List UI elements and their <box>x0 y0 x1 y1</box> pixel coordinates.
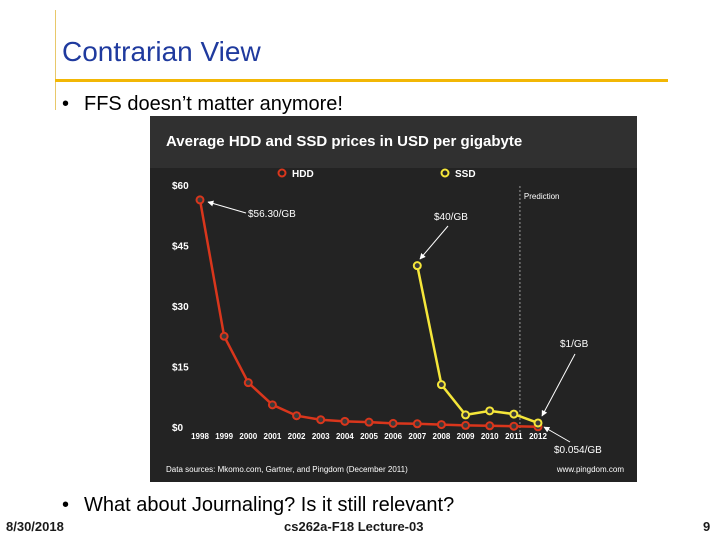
chart-title-band <box>150 116 637 168</box>
bullet-journaling-text: What about Journaling? Is it still relev… <box>84 494 455 516</box>
price-chart-svg: Average HDD and SSD prices in USD per gi… <box>150 116 637 474</box>
data-point-ssd <box>533 418 543 428</box>
x-axis-ticks: 1998 1999 2000 2001 2002 2003 2004 2005 2006 2007… <box>191 432 547 441</box>
x-tick-label: 2002 <box>288 432 306 441</box>
chart-annotations: $56.30/GB $40/GB $1/GB $0.054/GB <box>207 200 602 456</box>
annotation-hdd-2012: $0.054/GB <box>554 445 602 456</box>
y-axis-ticks: $0 $15 $30 $45 $60 <box>172 181 189 434</box>
x-tick-label: 2010 <box>481 432 499 441</box>
x-tick-label: 1999 <box>215 432 233 441</box>
x-tick-label: 2006 <box>384 432 402 441</box>
legend-label-hdd: HDD <box>292 169 314 180</box>
arrow-ssd-2007 <box>419 225 449 260</box>
data-point-hdd <box>461 420 471 430</box>
legend-marker-ssd <box>440 168 450 178</box>
x-tick-label: 2012 <box>529 432 547 441</box>
prediction-label: Prediction <box>524 192 560 201</box>
title-accent-vline <box>55 10 56 110</box>
chart-title: Average HDD and SSD prices in USD per gi… <box>166 133 522 150</box>
data-point-hdd <box>485 421 495 431</box>
data-point-hdd <box>509 421 519 431</box>
data-point-ssd <box>412 261 422 271</box>
legend-marker-hdd <box>277 168 287 178</box>
bullet-journaling: • What about Journaling? Is it still rele… <box>62 494 454 517</box>
data-point-ssd <box>509 409 519 419</box>
bullet-dot: • <box>62 494 70 516</box>
arrow-hdd-2012 <box>543 426 571 443</box>
data-point-hdd <box>243 378 253 388</box>
x-tick-label: 2011 <box>505 432 523 441</box>
arrow-ssd-1gb <box>541 353 576 417</box>
y-tick-label: $30 <box>172 302 189 313</box>
x-tick-label: 2009 <box>457 432 475 441</box>
annotation-ssd-1gb: $1/GB <box>560 339 589 350</box>
x-tick-label: 1998 <box>191 432 209 441</box>
data-point-hdd <box>436 420 446 430</box>
y-tick-label: $15 <box>172 363 189 374</box>
chart-legend: HDD SSD <box>277 168 476 180</box>
y-tick-label: $45 <box>172 242 189 253</box>
arrow-hdd-1998 <box>207 200 247 214</box>
x-tick-label: 2001 <box>264 432 282 441</box>
chart-source: Data sources: Mkomo.com, Gartner, and Pi… <box>166 465 408 474</box>
data-point-hdd <box>364 417 374 427</box>
series-line-hdd <box>198 199 539 429</box>
footer-course: cs262a-F18 Lecture-03 <box>284 519 424 534</box>
data-point-ssd <box>436 380 446 390</box>
footer-date: 8/30/2018 <box>6 519 64 534</box>
y-tick-label: $0 <box>172 423 184 434</box>
data-point-hdd <box>412 419 422 429</box>
bullet-dot: • <box>62 93 70 115</box>
y-tick-label: $60 <box>172 181 189 192</box>
data-point-hdd <box>340 416 350 426</box>
chart-site: www.pingdom.com <box>556 465 624 474</box>
annotation-hdd-1998: $56.30/GB <box>248 209 296 220</box>
data-point-hdd <box>267 400 277 410</box>
x-tick-label: 2005 <box>360 432 378 441</box>
data-point-hdd <box>388 418 398 428</box>
x-tick-label: 2004 <box>336 432 354 441</box>
data-point-hdd <box>292 411 302 421</box>
x-tick-label: 2007 <box>408 432 426 441</box>
data-point-ssd <box>461 410 471 420</box>
data-point-hdd <box>219 331 229 341</box>
bullet-ffs-text: FFS doesn’t matter anymore! <box>84 93 343 115</box>
chart-series <box>195 195 543 432</box>
annotation-ssd-2007: $40/GB <box>434 212 468 223</box>
data-point-hdd <box>316 415 326 425</box>
slide-title: Contrarian View <box>62 36 261 67</box>
data-point-hdd <box>195 195 205 205</box>
x-tick-label: 2008 <box>433 432 451 441</box>
x-tick-label: 2000 <box>239 432 257 441</box>
price-chart: Average HDD and SSD prices in USD per gi… <box>150 116 637 482</box>
bullet-ffs: • FFS doesn’t matter anymore! <box>62 93 343 116</box>
data-point-ssd <box>485 406 495 416</box>
title-underline <box>55 79 668 82</box>
x-tick-label: 2003 <box>312 432 330 441</box>
legend-label-ssd: SSD <box>455 169 476 180</box>
footer-page-number: 9 <box>703 519 711 534</box>
